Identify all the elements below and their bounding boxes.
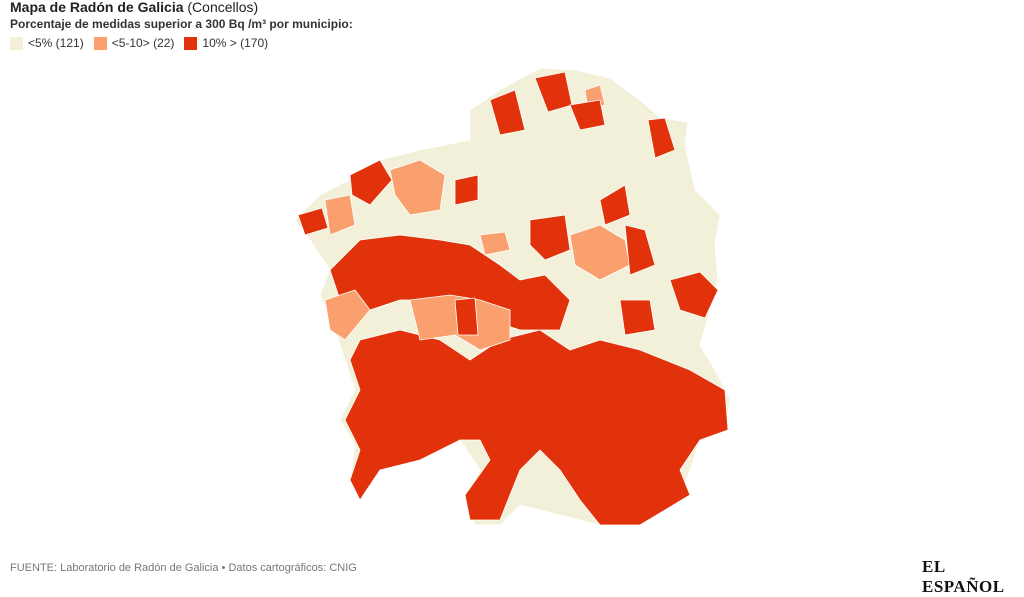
region-high-east (529, 214, 571, 261)
region-high-east3 (669, 271, 719, 319)
el-espanol-logo: EL ESPAÑOL (922, 557, 1005, 596)
region-high-east4 (619, 299, 656, 336)
region-high-west (329, 234, 571, 331)
title-rest: (Concellos) (187, 0, 259, 15)
region-high-east2 (624, 224, 656, 276)
region-high-top1 (489, 89, 526, 136)
region-high-center (454, 297, 479, 336)
title-bold: Mapa de Radón de Galicia (10, 0, 184, 15)
legend-item-low: <5% (121) (10, 36, 84, 50)
legend-swatch-high (184, 36, 198, 50)
legend-item-mid: <5-10> (22) (93, 36, 175, 50)
map-title: Mapa de Radón de Galicia (Concellos) (10, 0, 258, 15)
region-high-north1 (349, 159, 393, 206)
region-mid-north2 (479, 231, 511, 256)
legend-swatch-low (10, 36, 23, 50)
legend-subtitle: Porcentaje de medidas superior a 300 Bq … (10, 17, 353, 31)
region-mid-west (324, 289, 371, 341)
legend-label-mid: <5-10> (22) (111, 36, 175, 50)
legend-item-high: 10% > (170) (184, 36, 268, 50)
legend-label-low: <5% (121) (28, 36, 84, 50)
galicia-map (294, 67, 731, 526)
source-note: FUENTE: Laboratorio de Radón de Galicia … (10, 562, 357, 574)
region-high-southwest (344, 329, 729, 526)
region-high-top3 (569, 99, 606, 131)
region-high-nw (297, 207, 329, 236)
region-mid-nw (324, 194, 356, 236)
region-high-ne (599, 184, 631, 226)
legend: <5% (121) <5-10> (22) 10% > (170) (10, 36, 268, 50)
legend-label-high: 10% > (170) (202, 36, 269, 50)
legend-swatch-mid (93, 36, 107, 50)
region-high-top4 (647, 117, 676, 159)
region-high-north2 (454, 174, 479, 206)
region-mid-north (389, 159, 446, 216)
